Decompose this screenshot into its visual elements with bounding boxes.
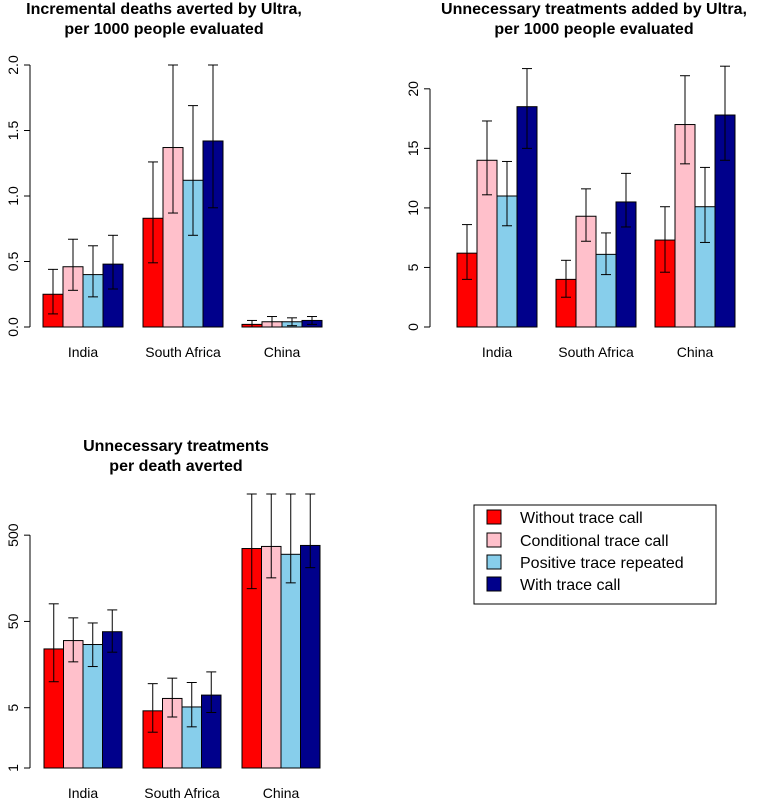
category-label-india: India bbox=[68, 344, 99, 360]
bar-china-conditional-trace-call bbox=[261, 545, 282, 769]
chart-title-line-2: per 1000 people evaluated bbox=[64, 21, 263, 38]
legend: Without trace call Conditional trace cal… bbox=[473, 504, 717, 605]
category-label-china: China bbox=[263, 785, 300, 800]
category-label-south-africa: South Africa bbox=[145, 344, 221, 360]
chart-title-line-1: Incremental deaths averted by Ultra, bbox=[26, 1, 302, 18]
y-tick-label: 5 bbox=[5, 704, 21, 712]
category-label-india: India bbox=[68, 785, 99, 800]
legend-label-with-trace-call: With trace call bbox=[520, 577, 620, 594]
bar-china-with-trace-call bbox=[300, 544, 321, 769]
panel-unnecessary-treatments-added: Unnecessary treatments added by Ultra, pe… bbox=[405, 1, 747, 360]
y-tick-label: 20 bbox=[405, 81, 421, 97]
legend-swatch-with-trace-call bbox=[486, 576, 502, 592]
legend-label-positive-trace-repeated: Positive trace repeated bbox=[520, 555, 684, 572]
chart-title-line-1: Unnecessary treatments bbox=[83, 438, 269, 455]
legend-swatch-conditional-trace-call bbox=[486, 532, 502, 548]
category-label-china: China bbox=[264, 344, 301, 360]
y-tick-label: 1.0 bbox=[5, 186, 21, 206]
category-label-china: China bbox=[677, 344, 714, 360]
y-tick-label: 5 bbox=[405, 263, 421, 271]
y-tick-label: 2.0 bbox=[5, 55, 21, 75]
chart-title-line-1: Unnecessary treatments added by Ultra, bbox=[441, 1, 747, 18]
category-label-india: India bbox=[482, 344, 513, 360]
y-tick-label: 0.0 bbox=[5, 317, 21, 337]
category-label-south-africa: South Africa bbox=[558, 344, 634, 360]
y-tick-label: 500 bbox=[5, 523, 21, 547]
y-tick-label: 50 bbox=[5, 613, 21, 629]
y-tick-label: 1 bbox=[5, 764, 21, 772]
legend-swatch-positive-trace-repeated bbox=[486, 554, 502, 570]
y-tick-label: 15 bbox=[405, 140, 421, 156]
category-label-south-africa: South Africa bbox=[144, 785, 220, 800]
y-tick-label: 10 bbox=[405, 200, 421, 216]
bar-china-positive-trace-repeated bbox=[280, 553, 301, 769]
legend-box bbox=[473, 504, 717, 605]
y-tick-label: 0.5 bbox=[5, 252, 21, 272]
legend-label-conditional-trace-call: Conditional trace call bbox=[520, 533, 669, 550]
legend-label-without-trace-call: Without trace call bbox=[520, 510, 643, 527]
panel-deaths-averted: Incremental deaths averted by Ultra, per … bbox=[5, 1, 323, 360]
y-tick-label: 0 bbox=[405, 323, 421, 331]
y-tick-label: 1.5 bbox=[5, 121, 21, 141]
chart-title-line-2: per 1000 people evaluated bbox=[494, 21, 693, 38]
chart-title-line-2: per death averted bbox=[109, 458, 242, 475]
legend-swatch-without-trace-call bbox=[486, 509, 502, 525]
panel-treatments-per-death-averted: Unnecessary treatments per death averted 1… bbox=[5, 438, 321, 800]
